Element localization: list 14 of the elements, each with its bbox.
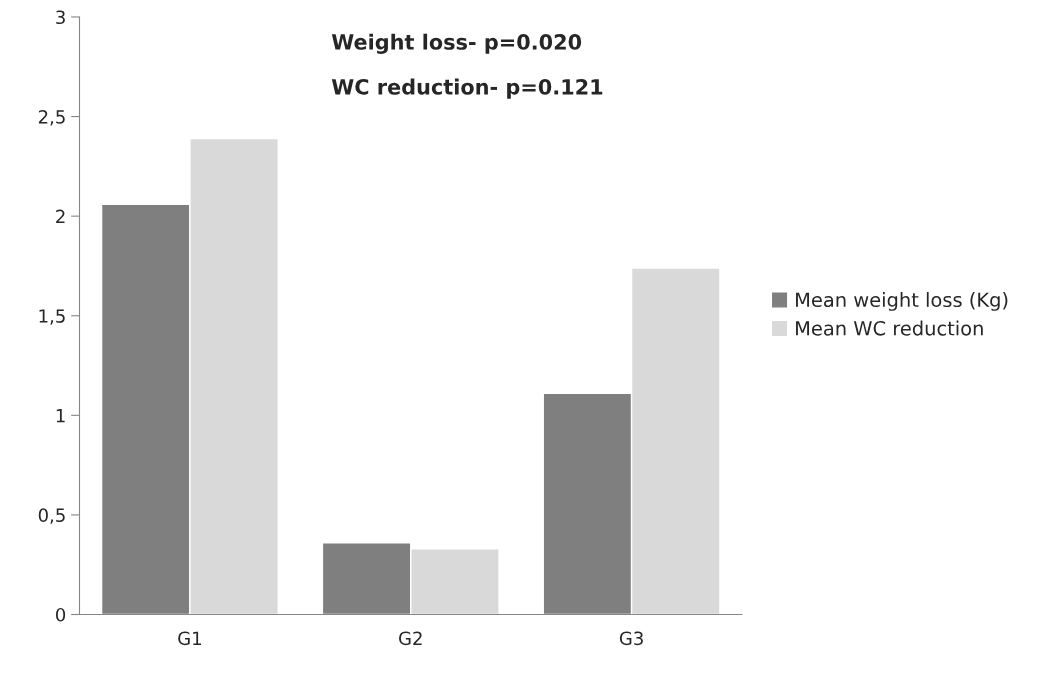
y-tick-label: 2,5 (38, 110, 65, 126)
y-tick-label: 0 (56, 607, 66, 622)
legend-label: Mean weight loss (Kg) (796, 292, 1008, 311)
x-tick-label: G3 (619, 631, 643, 646)
annotation: WC reduction- p=0.121 (331, 78, 603, 99)
y-tick-label: 3 (56, 10, 65, 25)
y-tick-label: 1 (56, 409, 65, 423)
y-tick-label: 1,5 (39, 309, 65, 325)
y-tick-label: 2 (56, 209, 65, 224)
x-tick-label: G1 (178, 631, 201, 646)
x-tick-label: G2 (399, 631, 422, 646)
annotation: Weight loss- p=0.020 (331, 33, 582, 55)
y-tick-label: 0,5 (38, 508, 65, 524)
legend-label: Mean WC reduction (796, 320, 983, 336)
